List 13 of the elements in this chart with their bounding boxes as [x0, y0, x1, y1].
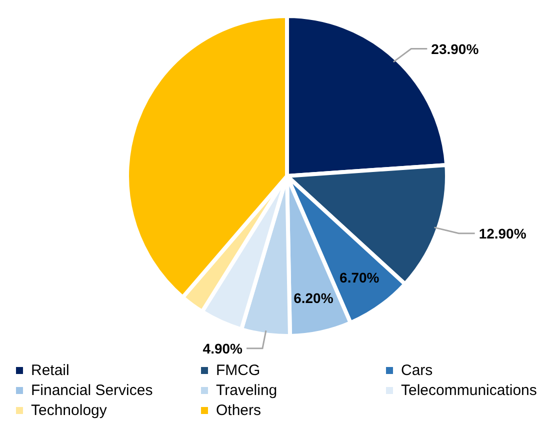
- data-label: 6.20%: [294, 290, 334, 306]
- legend-label: Financial Services: [31, 382, 153, 398]
- data-label: 6.70%: [340, 270, 380, 286]
- data-label: 12.90%: [478, 225, 527, 242]
- legend-label: Retail: [31, 362, 70, 378]
- legend-label: Others: [216, 402, 262, 418]
- legend-label: Telecommunications: [401, 382, 537, 398]
- data-label: 23.90%: [431, 40, 480, 57]
- legend-label: Technology: [31, 402, 107, 418]
- legend-label: Cars: [401, 362, 433, 378]
- legend-label: FMCG: [216, 362, 260, 378]
- data-label: 4.90%: [202, 340, 244, 356]
- legend-label: Traveling: [216, 382, 278, 398]
